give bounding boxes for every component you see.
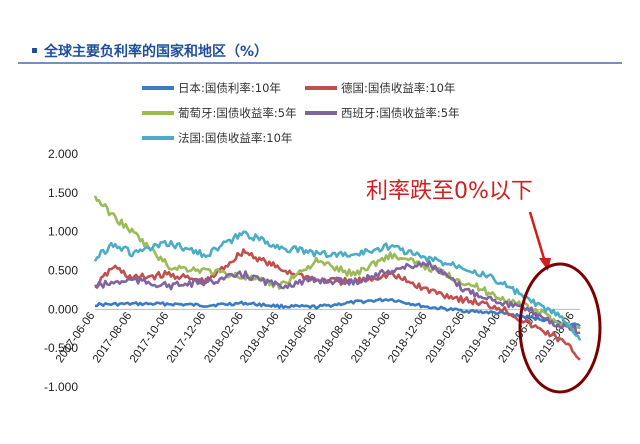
y-tick-label: -1.000 bbox=[44, 380, 78, 394]
y-tick-label: 1.000 bbox=[48, 225, 78, 239]
y-axis: 2.000 1.500 1.000 0.500 0.000 -0.500 -1.000 bbox=[44, 147, 78, 394]
y-tick-label: -0.500 bbox=[44, 341, 78, 355]
x-tick-label: 2018-12-06 bbox=[386, 310, 430, 365]
chart-title: 全球主要负利率的国家和地区（%） bbox=[43, 43, 268, 60]
y-tick-label: 0.500 bbox=[48, 264, 78, 278]
legend: 日本:国债利率:10年 德国:国债收益率:10年 葡萄牙:国债收益率:5年 西班… bbox=[142, 81, 460, 145]
y-tick-label: 2.000 bbox=[48, 147, 78, 161]
annotation-arrow bbox=[528, 211, 551, 271]
x-axis: 2017-06-062017-08-062017-10-062017-12-06… bbox=[54, 310, 577, 365]
series-line-0 bbox=[94, 297, 581, 328]
legend-label-de: 德国:国债收益率:10年 bbox=[341, 81, 455, 95]
y-tick-label: 1.500 bbox=[48, 186, 78, 200]
title-marker-icon bbox=[32, 48, 37, 53]
x-tick-label: 2017-12-06 bbox=[165, 310, 209, 365]
annotation-ellipse bbox=[518, 262, 602, 394]
series-line-4 bbox=[93, 230, 582, 341]
series-line-3 bbox=[94, 259, 581, 335]
legend-label-pt: 葡萄牙:国债收益率:5年 bbox=[178, 106, 297, 120]
series-line-2 bbox=[93, 195, 582, 333]
legend-label-es: 西班牙:国债收益率:5年 bbox=[341, 106, 460, 120]
y-tick-label: 0.000 bbox=[48, 302, 78, 316]
series-group bbox=[93, 195, 582, 361]
annotation-text: 利率跌至0%以下 bbox=[366, 179, 533, 204]
legend-label-fr: 法国:国债收益率:10年 bbox=[178, 131, 292, 145]
legend-label-jp: 日本:国债利率:10年 bbox=[178, 81, 281, 95]
